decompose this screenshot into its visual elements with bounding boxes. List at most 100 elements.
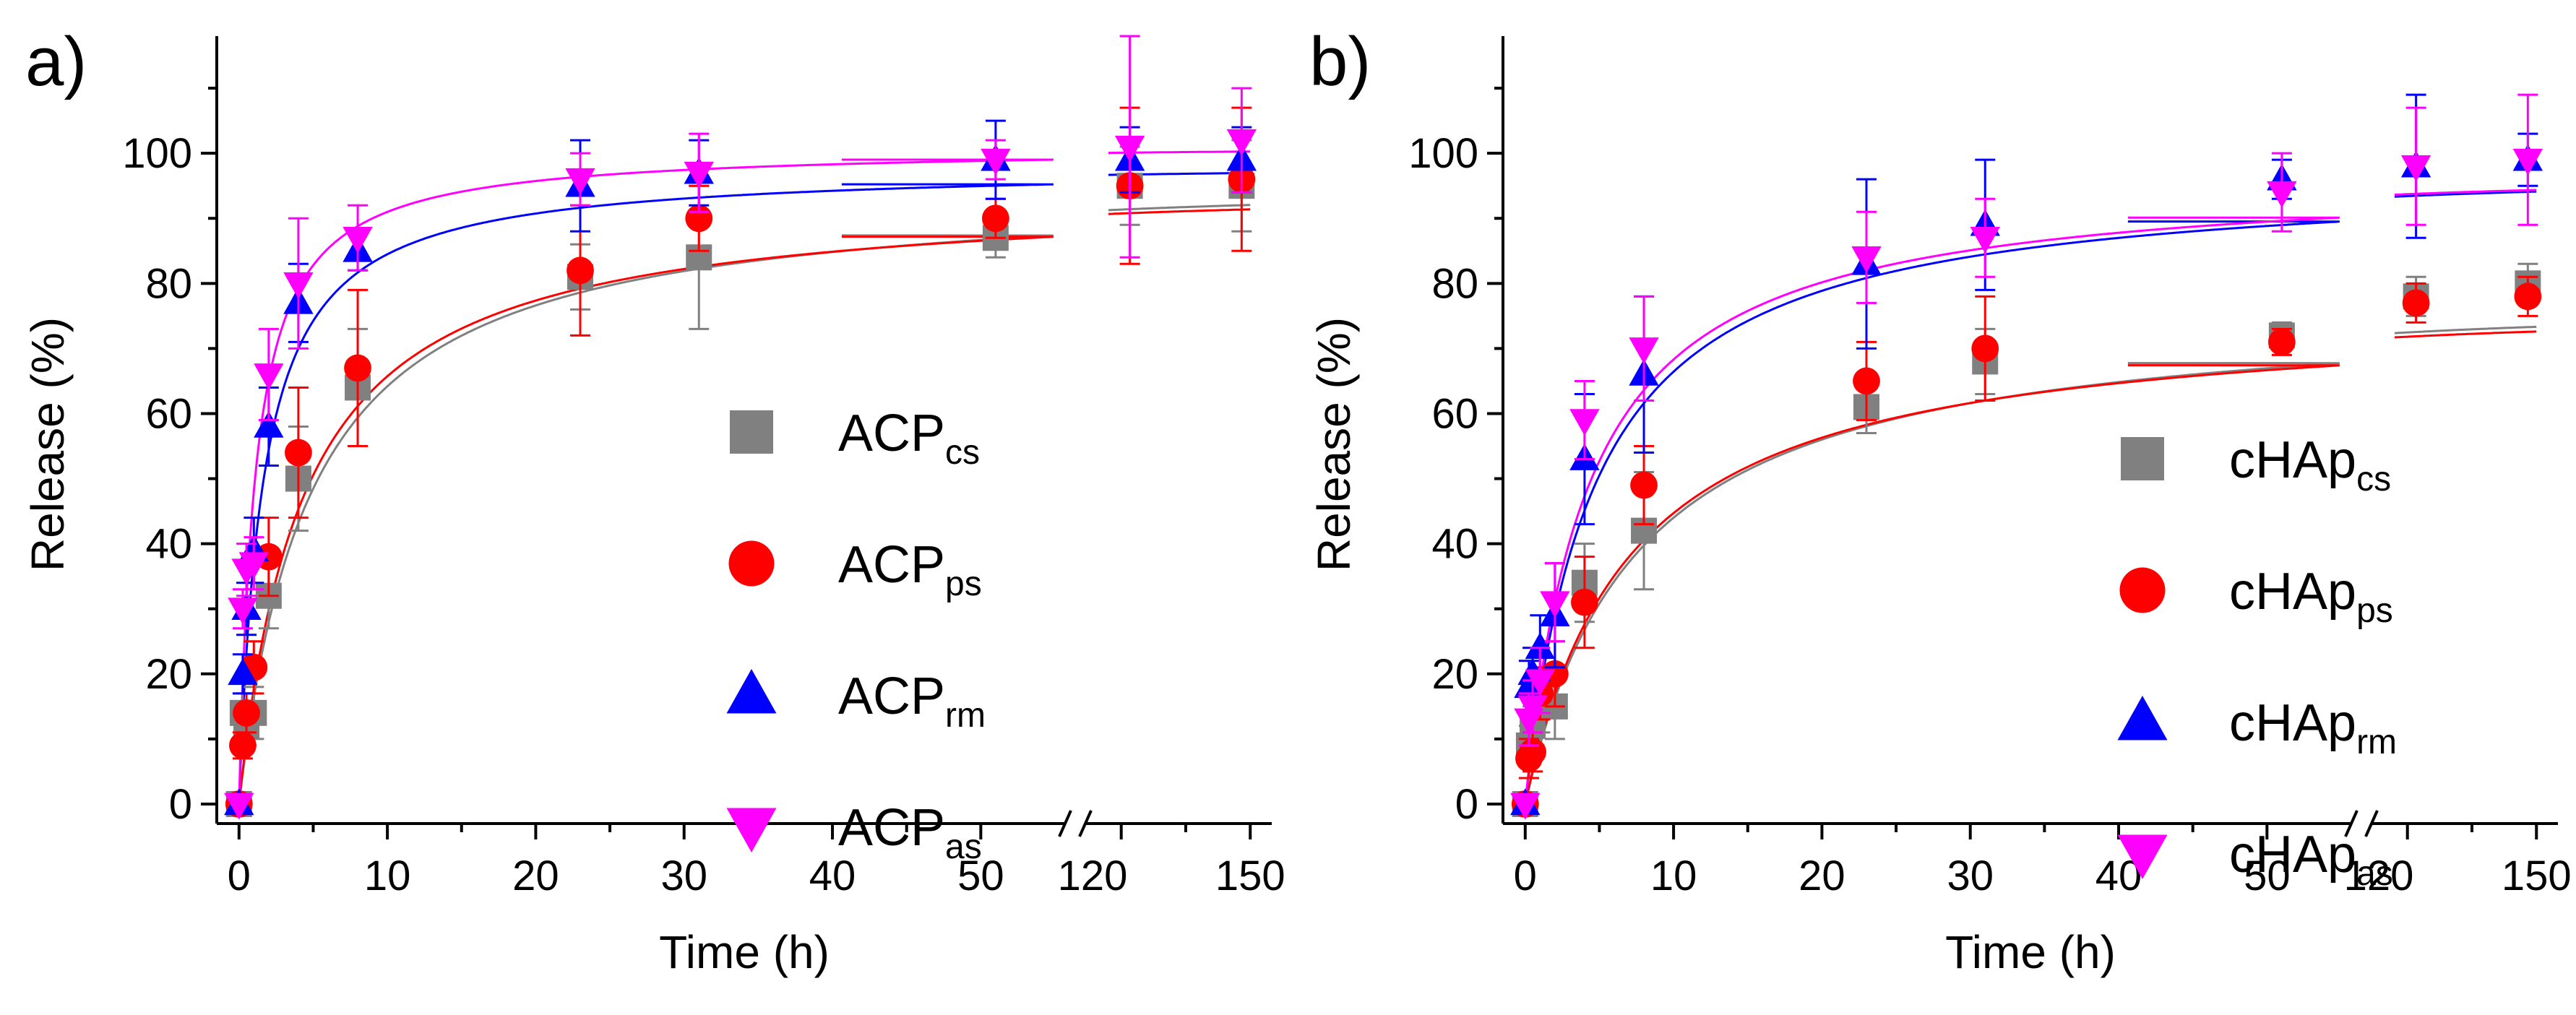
x-tick-label: 30 <box>1947 852 1994 899</box>
legend-marker-cs <box>2121 437 2164 480</box>
data-point <box>2402 289 2430 317</box>
y-tick-label: 40 <box>1431 521 1478 568</box>
fit-curve-as <box>2394 189 2537 196</box>
data-point <box>254 363 284 391</box>
axis-break-mark <box>1058 810 1072 837</box>
data-point <box>1540 591 1570 618</box>
legend-marker-ps <box>728 540 775 587</box>
fit-curve-ps <box>1108 208 1251 215</box>
legend-label-cs: cHApcs <box>2229 431 2391 498</box>
panel-a: a) 0 20 40 60 80 100 0 10 20 30 40 50 120 150 Time (h) R… <box>22 23 1285 978</box>
legend-label-rm: ACPrm <box>838 668 986 735</box>
y-axis-title: Release (%) <box>22 317 74 571</box>
fit-curve-ps <box>238 236 1054 805</box>
y-tick-label: 100 <box>122 130 192 177</box>
data-point <box>1525 669 1556 696</box>
x-tick-label: 150 <box>1215 852 1285 899</box>
data-point <box>981 204 1009 233</box>
panel-label: b) <box>1309 23 1371 100</box>
data-point <box>1971 334 1999 363</box>
data-point <box>1510 792 1541 820</box>
x-tick-label: 10 <box>364 852 411 899</box>
fit-curve-rm <box>2394 190 2537 198</box>
data-point <box>254 410 284 438</box>
data-point <box>565 168 595 195</box>
data-point <box>684 161 714 189</box>
data-point <box>343 226 373 254</box>
y-tick-label: 20 <box>145 651 192 698</box>
series-ACP-as <box>224 35 1257 820</box>
y-tick-label: 60 <box>1431 390 1478 437</box>
series-cHAp-as <box>1510 93 2543 820</box>
y-tick-label: 0 <box>1455 781 1478 828</box>
data-point <box>1629 337 1659 364</box>
x-tick-label: 40 <box>809 852 856 899</box>
y-tick-label: 80 <box>1431 260 1478 307</box>
data-point <box>2400 155 2431 182</box>
data-point <box>2512 148 2543 176</box>
fit-curve-cs <box>1524 362 2340 805</box>
data-point <box>344 354 371 382</box>
x-tick-label: 150 <box>2502 852 2572 899</box>
axis-break-mark <box>2364 810 2379 837</box>
y-tick-label: 80 <box>145 260 192 307</box>
x-tick-label: 120 <box>2344 852 2414 899</box>
data-point <box>285 439 312 467</box>
data-point <box>1571 588 1598 616</box>
data-point <box>1851 246 1882 273</box>
data-point <box>1970 226 2000 254</box>
x-tick-label: 0 <box>1514 852 1537 899</box>
fit-curve-ps <box>1524 364 2340 805</box>
data-point <box>228 658 258 686</box>
data-point <box>233 699 260 727</box>
legend-label-as: ACPas <box>838 799 982 866</box>
data-point <box>1519 738 1546 766</box>
fit-curve-ps <box>2394 330 2537 339</box>
x-tick-label: 50 <box>957 852 1004 899</box>
axis-break-mark <box>2344 810 2359 837</box>
y-tick-label: 100 <box>1408 130 1478 177</box>
legend-label-as: cHApas <box>2229 826 2393 893</box>
legend-marker-rm <box>2117 696 2168 740</box>
x-tick-label: 30 <box>660 852 707 899</box>
legend-marker-rm <box>726 669 777 714</box>
legend-marker-as <box>2117 834 2168 879</box>
panel-label: a) <box>25 23 87 100</box>
data-point <box>1630 471 1658 499</box>
x-tick-label: 20 <box>512 852 559 899</box>
x-axis-title: Time (h) <box>659 926 830 978</box>
legend-label-ps: ACPps <box>838 536 982 603</box>
data-point <box>228 597 258 625</box>
data-point <box>567 256 594 285</box>
y-tick-label: 20 <box>1431 651 1478 698</box>
data-point <box>1525 632 1556 660</box>
fit-curve-rm <box>1524 220 2340 805</box>
y-tick-label: 60 <box>145 390 192 437</box>
data-point <box>1853 367 1880 395</box>
y-tick-label: 0 <box>169 781 192 828</box>
data-point <box>229 732 257 759</box>
y-axis-title: Release (%) <box>1308 317 1360 571</box>
legend-marker-ps <box>2119 567 2166 613</box>
fit-curve-rm <box>238 183 1054 805</box>
data-point <box>238 552 270 579</box>
x-tick-label: 0 <box>228 852 251 899</box>
x-tick-label: 120 <box>1058 852 1128 899</box>
data-point <box>2514 282 2542 311</box>
x-tick-label: 10 <box>1650 852 1697 899</box>
data-point <box>224 792 254 820</box>
series-ACP-cs <box>225 139 1255 817</box>
fit-curve-cs <box>1108 204 1251 212</box>
data-point <box>1226 129 1257 156</box>
y-tick-label: 40 <box>145 521 192 568</box>
legend-marker-as <box>726 808 777 852</box>
x-axis-title: Time (h) <box>1945 926 2116 978</box>
legend-label-rm: cHAprm <box>2229 694 2397 761</box>
fit-curve-as <box>238 158 1054 805</box>
legend-marker-cs <box>730 410 773 454</box>
data-point <box>981 148 1011 176</box>
series-cHAp-rm <box>1510 93 2543 816</box>
fit-curve-cs <box>2394 325 2537 334</box>
